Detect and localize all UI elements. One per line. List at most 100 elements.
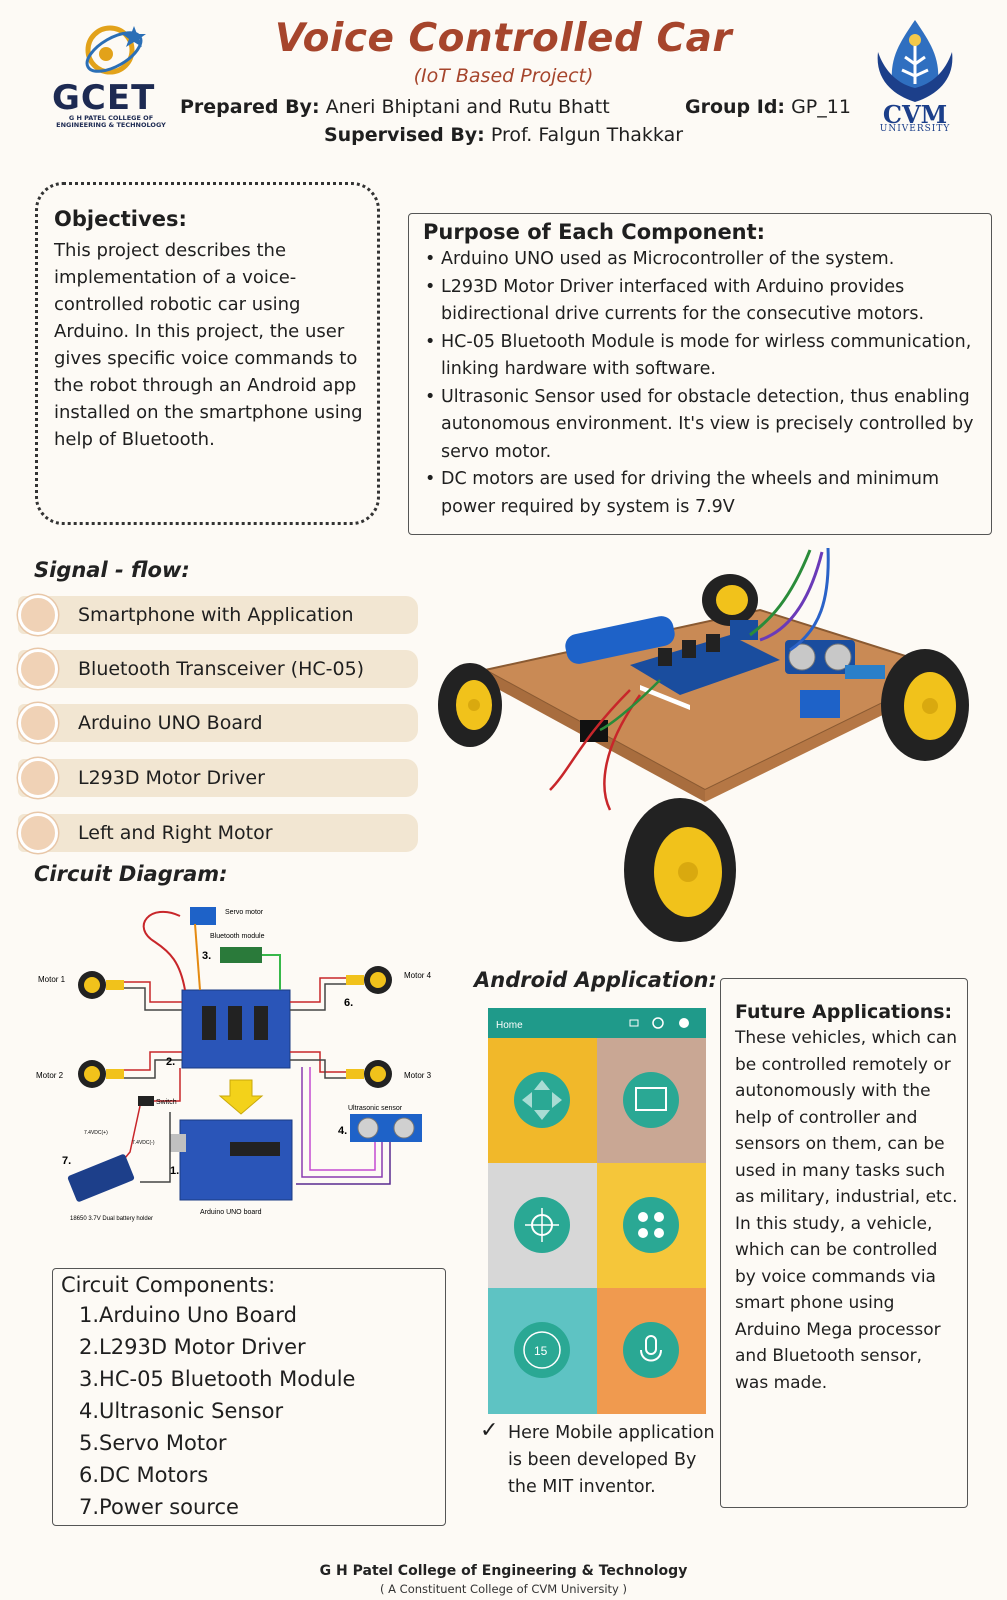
list-item: 1.Arduino Uno Board — [79, 1303, 297, 1327]
circuit-num: 6. — [344, 997, 353, 1009]
cvm-sub: UNIVERSITY — [879, 124, 951, 134]
prepared-by: Prepared By: Aneri Bhiptani and Rutu Bha… — [180, 96, 610, 118]
circuit-num: 2. — [166, 1056, 175, 1068]
motor-icon — [346, 966, 392, 994]
motor3-label: Motor 3 — [404, 1071, 432, 1080]
circuit-num: 3. — [202, 950, 211, 962]
cvm-name: CVM — [882, 100, 948, 129]
buttons-icon — [623, 1197, 679, 1253]
flow-label: Bluetooth Transceiver (HC-05) — [78, 658, 365, 680]
circuit-num: 1. — [170, 1165, 179, 1177]
checkmark-icon: ✓ — [480, 1418, 499, 1443]
circuit-components-list: 1.Arduino Uno Board 2.L293D Motor Driver… — [61, 1299, 435, 1523]
poster-title: Voice Controlled Car — [274, 16, 733, 61]
signal-flow-title: Signal - flow: — [34, 558, 190, 582]
flow-label: Smartphone with Application — [78, 604, 354, 626]
servo-label: Servo motor — [225, 909, 264, 916]
objectives-box: Objectives: This project describes the i… — [35, 182, 380, 525]
flow-item: Bluetooth Transceiver (HC-05) — [18, 649, 418, 689]
flow-label: Arduino UNO Board — [78, 712, 263, 734]
wheel-icon — [881, 649, 969, 761]
gcet-sub: G H PATEL COLLEGE OF ENGINEERING & TECHN… — [56, 114, 166, 129]
wheel-icon — [624, 798, 736, 942]
flow-item: Smartphone with Application — [18, 595, 418, 635]
list-item: 5.Servo Motor — [79, 1431, 227, 1455]
vplus-label: 7.4VDC(+) — [84, 1130, 108, 1136]
circuit-diagram: 5. Servo motor Bluetooth module 3. Motor… — [36, 907, 432, 1222]
list-item: 7.Power source — [79, 1495, 239, 1519]
poster-subtitle: (IoT Based Project) — [413, 65, 594, 87]
list-item: HC-05 Bluetooth Module is mode for wirle… — [423, 329, 981, 384]
terminal-icon — [623, 1072, 679, 1128]
crosshair-icon — [514, 1197, 570, 1253]
switch-label: Switch — [156, 1099, 177, 1106]
motor-icon — [346, 1060, 392, 1088]
circuit-num: 7. — [62, 1155, 71, 1167]
cvm-logo-icon — [877, 20, 953, 102]
footer-college: G H Patel College of Engineering & Techn… — [319, 1563, 688, 1579]
microphone-icon — [623, 1322, 679, 1378]
refresh-icon — [652, 1017, 664, 1029]
battery-label: 18650 3.7V Dual battery holder — [70, 1216, 153, 1222]
wheel-icon — [438, 663, 502, 747]
flow-item: L293D Motor Driver — [18, 758, 418, 798]
circuit-components-title: Circuit Components: — [61, 1273, 276, 1297]
prepared-value: Aneri Bhiptani and Rutu Bhatt — [319, 96, 610, 118]
motor-icon — [78, 971, 124, 999]
circuit-num: 4. — [338, 1125, 347, 1137]
purpose-box: Purpose of Each Component: Arduino UNO u… — [408, 213, 992, 535]
objectives-text: This project describes the implementatio… — [54, 240, 363, 450]
list-item: DC motors are used for driving the wheel… — [423, 466, 981, 521]
flow-bullet-icon — [18, 813, 58, 853]
list-item: 2.L293D Motor Driver — [79, 1335, 306, 1359]
supervised-by: Supervised By: Prof. Falgun Thakkar — [0, 124, 1007, 146]
supervised-label: Supervised By: — [323, 124, 485, 146]
circuit-components-box: Circuit Components: 1.Arduino Uno Board … — [52, 1268, 446, 1526]
ultrasonic-label: Ultrasonic sensor — [348, 1105, 403, 1112]
objectives-title: Objectives: — [54, 207, 187, 231]
gcet-logo-icon — [85, 25, 146, 75]
list-item: 4.Ultrasonic Sensor — [79, 1399, 284, 1423]
future-box: Future Applications: These vehicles, whi… — [720, 978, 968, 1508]
bug-icon — [679, 1018, 689, 1028]
group-value: GP_11 — [785, 96, 851, 118]
motor4-label: Motor 4 — [404, 971, 432, 980]
purpose-title: Purpose of Each Component: — [423, 220, 766, 244]
vminus-label: 7.4VDC(-) — [132, 1140, 155, 1146]
flow-label: Left and Right Motor — [78, 822, 273, 844]
cart-icon — [629, 1019, 639, 1027]
purpose-list: Arduino UNO used as Microcontroller of t… — [423, 246, 981, 521]
dpad-icon — [514, 1072, 570, 1128]
future-title: Future Applications: — [735, 1001, 953, 1023]
flow-label: L293D Motor Driver — [78, 767, 265, 789]
flow-bullet-icon — [18, 703, 58, 743]
motor1-label: Motor 1 — [38, 975, 66, 984]
flow-item: Left and Right Motor — [18, 813, 418, 853]
list-item: Arduino UNO used as Microcontroller of t… — [423, 246, 981, 274]
arduino-label: Arduino UNO board — [200, 1209, 262, 1216]
flow-bullet-icon — [18, 649, 58, 689]
list-item: L293D Motor Driver interfaced with Ardui… — [423, 274, 981, 329]
flow-item: Arduino UNO Board — [18, 703, 418, 743]
android-app-screenshot: Home 15 — [488, 1008, 706, 1414]
bt-label: Bluetooth module — [210, 933, 265, 940]
circuit-diagram-title: Circuit Diagram: — [34, 862, 228, 886]
list-item: Ultrasonic Sensor used for obstacle dete… — [423, 384, 981, 467]
supervised-value: Prof. Falgun Thakkar — [484, 124, 684, 146]
android-title: Android Application: — [474, 968, 717, 992]
timer-icon: 15 — [514, 1322, 570, 1378]
motor2-label: Motor 2 — [36, 1071, 64, 1080]
timer-number: 15 — [534, 1344, 548, 1358]
wheel-icon — [702, 574, 758, 626]
gcet-name: GCET — [52, 78, 156, 118]
group-label: Group Id: — [685, 96, 786, 118]
list-item: 3.HC-05 Bluetooth Module — [79, 1367, 356, 1391]
footer-constituent: ( A Constituent College of CVM Universit… — [380, 1582, 627, 1596]
list-item: 6.DC Motors — [79, 1463, 209, 1487]
android-note: Here Mobile application is been develope… — [508, 1423, 715, 1497]
car-photo — [438, 547, 969, 942]
future-text: These vehicles, which can be controlled … — [735, 1028, 958, 1393]
flow-bullet-icon — [18, 595, 58, 635]
group-id: Group Id: GP_11 — [685, 96, 851, 118]
motor-icon — [78, 1060, 124, 1088]
